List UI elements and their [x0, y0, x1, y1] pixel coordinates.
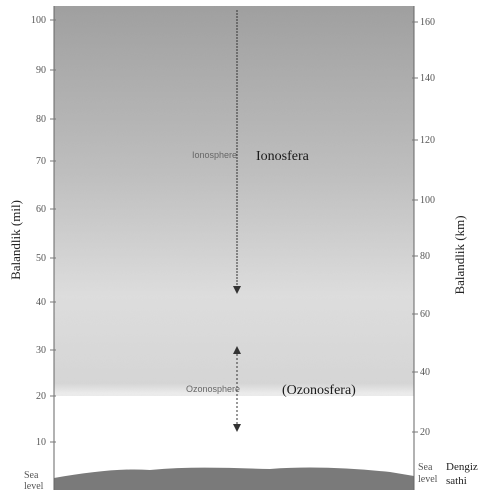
right-axis-title: Balandlik (km): [452, 215, 467, 294]
ozonosphere-label-en: Ozonosphere: [186, 384, 240, 394]
left-tick-30: 30: [36, 345, 46, 356]
right-tick-20: 20: [420, 427, 430, 438]
right-dengiz-label: Dengiz: [446, 461, 478, 473]
left-tick-100: 100: [31, 15, 46, 26]
right-level-label: level: [418, 474, 438, 485]
ionosphere-arrow-head: [233, 286, 241, 294]
left-tick-90: 90: [36, 65, 46, 76]
left-tick-20: 20: [36, 391, 46, 402]
right-tick-120: 120: [420, 135, 435, 146]
left-tick-80: 80: [36, 114, 46, 125]
left-axis-title: Balandlik (mil): [8, 200, 23, 280]
left-tick-labels: 100 90 80 70 60 50 40 30 20 10 Sea level: [24, 15, 46, 492]
right-tick-100: 100: [420, 195, 435, 206]
ozonosphere-arrow-down: [233, 424, 241, 432]
right-tick-60: 60: [420, 309, 430, 320]
right-sea-label: Sea: [418, 462, 433, 473]
ozonosphere-label-uz: (Ozonosfera): [282, 383, 356, 398]
left-tick-40: 40: [36, 297, 46, 308]
ionosphere-label-uz: Ionosfera: [256, 149, 310, 164]
ground-terrain: [54, 467, 414, 490]
right-ticks: [412, 21, 418, 433]
left-tick-70: 70: [36, 156, 46, 167]
left-tick-50: 50: [36, 253, 46, 264]
right-tick-labels: 160 140 120 100 80 60 40 20 Sea level De…: [418, 17, 478, 487]
left-ticks: [50, 19, 56, 443]
right-tick-160: 160: [420, 17, 435, 28]
right-tick-80: 80: [420, 251, 430, 262]
left-tick-10: 10: [36, 437, 46, 448]
right-tick-40: 40: [420, 367, 430, 378]
ozonosphere-arrow-up: [233, 346, 241, 354]
left-tick-60: 60: [36, 204, 46, 215]
right-tick-140: 140: [420, 73, 435, 84]
left-level-label: level: [24, 481, 44, 492]
ionosphere-label-en: Ionosphere: [192, 150, 237, 160]
right-sathi-label: sathi: [446, 475, 467, 487]
left-sea-label: Sea: [24, 470, 39, 481]
sky-grain: [54, 6, 414, 396]
